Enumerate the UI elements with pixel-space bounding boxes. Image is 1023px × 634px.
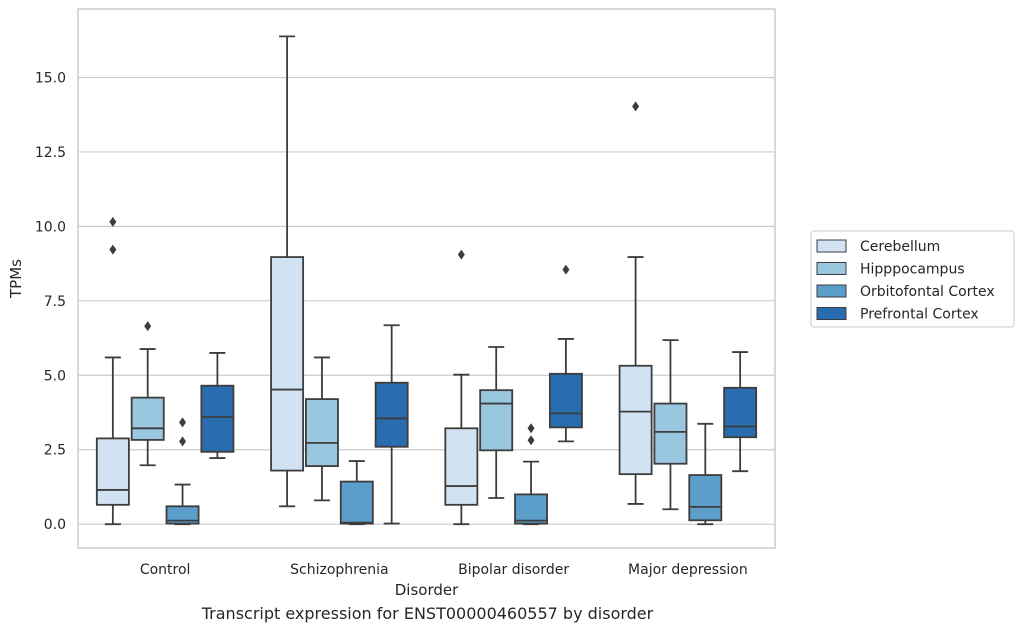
outlier-point: [144, 321, 152, 332]
legend-box: [810, 230, 1015, 328]
outlier-point: [179, 436, 187, 447]
legend-label: Cerebellum: [860, 239, 940, 255]
outlier-point: [527, 423, 535, 434]
legend-swatch: [816, 262, 847, 275]
y-tick-label: 10.0: [35, 219, 66, 235]
box-hipppocampus: [305, 398, 339, 468]
y-axis-title: TPMs: [7, 259, 25, 299]
box-hipppocampus: [130, 396, 165, 441]
x-tick-label: Control: [140, 562, 191, 578]
legend-label: Hipppocampus: [860, 262, 965, 278]
outlier-point: [109, 244, 117, 255]
outlier-point: [562, 264, 570, 275]
box-prefrontal-cortex: [200, 384, 235, 453]
legend-swatch: [816, 284, 847, 298]
y-tick-label: 2.5: [44, 443, 66, 459]
box-prefrontal-cortex: [374, 381, 409, 448]
box-hipppocampus: [479, 389, 514, 452]
x-tick-label: Bipolar disorder: [458, 562, 569, 578]
legend-label: Orbitofontal Cortex: [860, 284, 995, 300]
box-orbitofontal-cortex: [514, 493, 548, 525]
box-orbitofontal-cortex: [688, 474, 723, 522]
y-tick-label: 7.5: [44, 294, 66, 310]
box-orbitofontal-cortex: [165, 505, 200, 525]
box-hipppocampus: [653, 402, 688, 465]
box-cerebellum: [270, 256, 305, 472]
box-cerebellum: [618, 364, 653, 476]
legend-swatch: [816, 307, 847, 320]
legend-label: Prefrontal Cortex: [860, 307, 979, 323]
y-tick-label: 0.0: [44, 517, 66, 533]
y-tick-label: 12.5: [35, 145, 66, 161]
x-axis-title: Disorder: [395, 581, 459, 599]
outlier-point: [179, 417, 187, 428]
x-tick-label: Major depression: [628, 562, 748, 578]
legend-swatch: [816, 239, 847, 253]
x-tick-label: Schizophrenia: [290, 562, 388, 578]
outlier-point: [632, 101, 640, 112]
outlier-point: [457, 249, 465, 260]
plot-frame: [77, 8, 776, 549]
outlier-point: [527, 435, 535, 446]
outlier-point: [109, 216, 117, 227]
box-cerebellum: [444, 427, 479, 506]
box-prefrontal-cortex: [723, 386, 758, 439]
box-orbitofontal-cortex: [339, 480, 374, 525]
y-tick-label: 5.0: [44, 368, 66, 384]
y-tick-label: 15.0: [35, 70, 66, 86]
box-cerebellum: [95, 437, 130, 506]
box-prefrontal-cortex: [548, 372, 583, 429]
chart-caption: Transcript expression for ENST0000046055…: [201, 604, 654, 623]
